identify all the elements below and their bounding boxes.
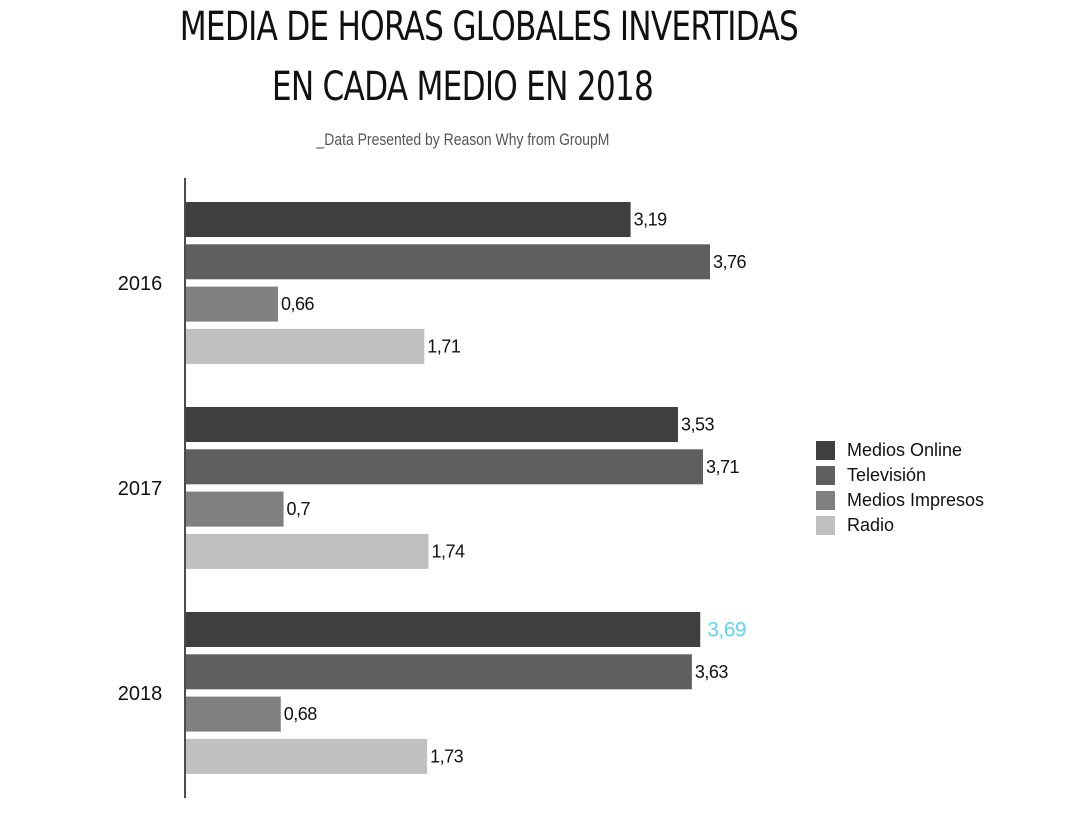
legend-label-radio: Radio (847, 515, 895, 535)
bar-medios-online-2017 (186, 407, 678, 442)
legend-label-medios-online: Medios Online (847, 440, 963, 460)
legend-label-medios-impresos: Medios Impresos (847, 490, 985, 510)
legend-item-radio: Radio (816, 513, 984, 538)
data-label-medios-impresos-2018: 0,68 (284, 704, 318, 724)
bar-medios-online-2018 (186, 612, 701, 647)
bar-television-2018 (186, 654, 692, 690)
chart-title-line-2: EN CADA MEDIO EN 2018 (271, 64, 654, 110)
bar-medios-online-2016 (186, 202, 631, 237)
bar-medios-impresos-2018 (186, 696, 281, 732)
legend-swatch-medios-impresos (816, 491, 835, 510)
chart-subtitle: _Data Presented by Reason Why from Group… (316, 130, 610, 149)
category-label-2018: 2018 (118, 683, 163, 705)
bar-medios-impresos-2017 (186, 491, 284, 527)
legend-label-television: Televisión (847, 465, 927, 485)
chart-legend: Medios Online Televisión Medios Impresos Ra… (816, 438, 984, 538)
data-label-medios-impresos-2017: 0,7 (287, 499, 311, 519)
category-label-2016: 2016 (118, 273, 163, 295)
data-label-medios-online-2016: 3,19 (634, 210, 668, 230)
data-label-television-2017: 3,71 (706, 457, 740, 477)
data-label-medios-impresos-2016: 0,66 (281, 294, 315, 314)
legend-swatch-medios-online (816, 441, 835, 460)
data-label-medios-online-2017: 3,53 (681, 415, 715, 435)
bar-radio-2016 (186, 328, 425, 364)
data-label-television-2016: 3,76 (713, 252, 747, 272)
bar-medios-impresos-2016 (186, 286, 278, 322)
legend-swatch-radio (816, 516, 835, 535)
bar-radio-2017 (186, 533, 429, 569)
bar-television-2017 (186, 449, 704, 485)
bar-radio-2018 (186, 738, 428, 774)
category-label-2017: 2017 (118, 478, 163, 500)
chart-title-line-1: MEDIA DE HORAS GLOBALES INVERTIDAS (179, 4, 799, 50)
data-label-radio-2018: 1,73 (430, 746, 464, 766)
data-label-radio-2017: 1,74 (431, 541, 465, 561)
bar-television-2016 (186, 244, 710, 280)
legend-swatch-television (816, 466, 835, 485)
legend-item-television: Televisión (816, 463, 984, 488)
legend-item-medios-online: Medios Online (816, 438, 984, 463)
data-label-medios-online-2018: 3,69 (707, 619, 746, 642)
data-label-radio-2016: 1,71 (427, 336, 461, 356)
data-label-television-2018: 3,63 (695, 662, 729, 682)
legend-item-medios-impresos: Medios Impresos (816, 488, 984, 513)
